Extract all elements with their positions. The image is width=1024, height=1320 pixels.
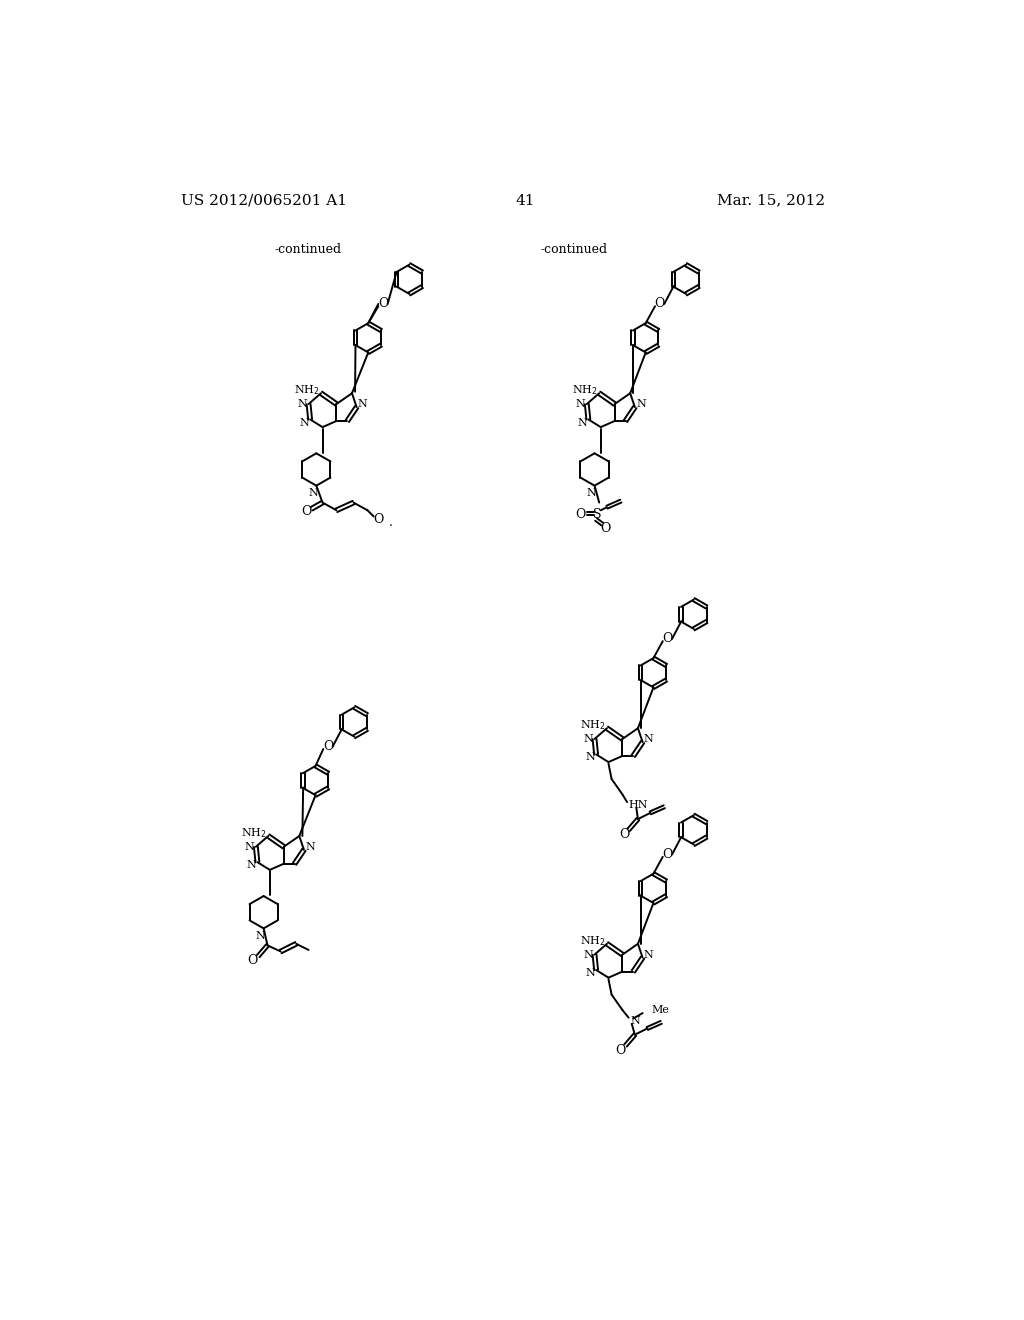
Text: O: O bbox=[600, 523, 610, 536]
Text: N: N bbox=[247, 861, 256, 870]
Text: NH$_2$: NH$_2$ bbox=[242, 826, 267, 840]
Text: N: N bbox=[299, 417, 309, 428]
Text: N: N bbox=[644, 949, 653, 960]
Text: N: N bbox=[358, 399, 368, 409]
Text: -continued: -continued bbox=[274, 243, 341, 256]
Text: N: N bbox=[308, 488, 318, 499]
Text: N: N bbox=[636, 399, 646, 409]
Text: O: O bbox=[373, 513, 384, 527]
Text: O: O bbox=[301, 506, 311, 519]
Text: N: N bbox=[578, 417, 587, 428]
Text: N: N bbox=[587, 488, 596, 499]
Text: Mar. 15, 2012: Mar. 15, 2012 bbox=[717, 194, 825, 207]
Text: NH$_2$: NH$_2$ bbox=[294, 383, 319, 397]
Text: N: N bbox=[245, 842, 255, 851]
Text: O: O bbox=[663, 632, 673, 645]
Text: S: S bbox=[593, 508, 602, 521]
Text: NH$_2$: NH$_2$ bbox=[572, 383, 598, 397]
Text: O: O bbox=[378, 297, 388, 310]
Text: Me: Me bbox=[652, 1005, 670, 1015]
Text: -continued: -continued bbox=[540, 243, 607, 256]
Text: O: O bbox=[323, 741, 333, 754]
Text: N: N bbox=[584, 949, 593, 960]
Text: N: N bbox=[630, 1016, 640, 1026]
Text: NH$_2$: NH$_2$ bbox=[581, 718, 606, 733]
Text: N: N bbox=[584, 734, 593, 744]
Text: N: N bbox=[575, 399, 586, 409]
Text: O: O bbox=[654, 297, 665, 310]
Text: O: O bbox=[248, 954, 258, 968]
Text: N: N bbox=[585, 752, 595, 763]
Text: O: O bbox=[615, 1044, 626, 1056]
Text: N: N bbox=[305, 842, 315, 851]
Text: 41: 41 bbox=[515, 194, 535, 207]
Text: NH$_2$: NH$_2$ bbox=[581, 933, 606, 948]
Text: HN: HN bbox=[629, 800, 648, 810]
Text: O: O bbox=[618, 828, 629, 841]
Text: N: N bbox=[585, 968, 595, 978]
Text: N: N bbox=[298, 399, 307, 409]
Text: O: O bbox=[663, 847, 673, 861]
Text: .: . bbox=[389, 516, 392, 529]
Text: N: N bbox=[256, 931, 265, 941]
Text: US 2012/0065201 A1: US 2012/0065201 A1 bbox=[180, 194, 347, 207]
Text: O: O bbox=[575, 508, 586, 521]
Text: N: N bbox=[644, 734, 653, 744]
